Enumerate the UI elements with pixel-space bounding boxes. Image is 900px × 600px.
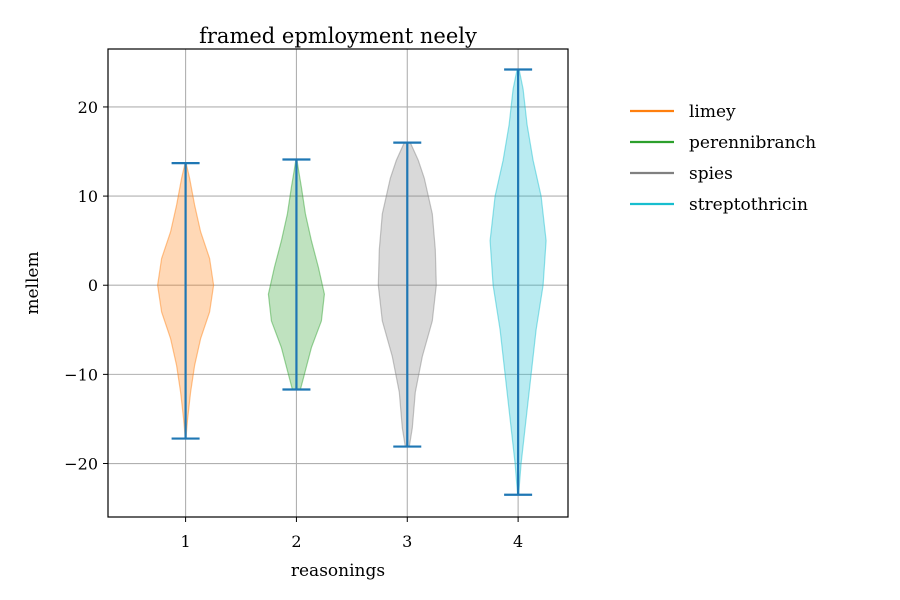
legend-label: limey [689,102,736,122]
x-tick-label: 3 [402,532,412,551]
x-axis-label: reasonings [291,561,385,581]
y-tick-label: −10 [64,365,98,384]
plot-frame [107,48,569,518]
x-tick-label: 4 [513,532,523,551]
y-tick-label: 20 [78,98,98,117]
violins [156,68,547,496]
y-axis-label: mellem [23,251,43,314]
legend: limey perennibranch spies streptothricin [630,102,816,215]
chart-title: framed epmloyment neely [199,24,477,48]
legend-label: perennibranch [689,133,816,153]
y-tick-label: 0 [88,276,98,295]
legend-label: streptothricin [689,195,808,215]
y-axis: −20 −10 0 10 20 [64,98,108,474]
stat-lines [171,68,533,496]
y-tick-label: 10 [78,187,98,206]
legend-label: spies [689,164,733,184]
x-axis: 1 2 3 4 [180,517,523,551]
x-tick-label: 1 [180,532,190,551]
y-tick-label: −20 [64,455,98,474]
x-tick-label: 2 [291,532,301,551]
